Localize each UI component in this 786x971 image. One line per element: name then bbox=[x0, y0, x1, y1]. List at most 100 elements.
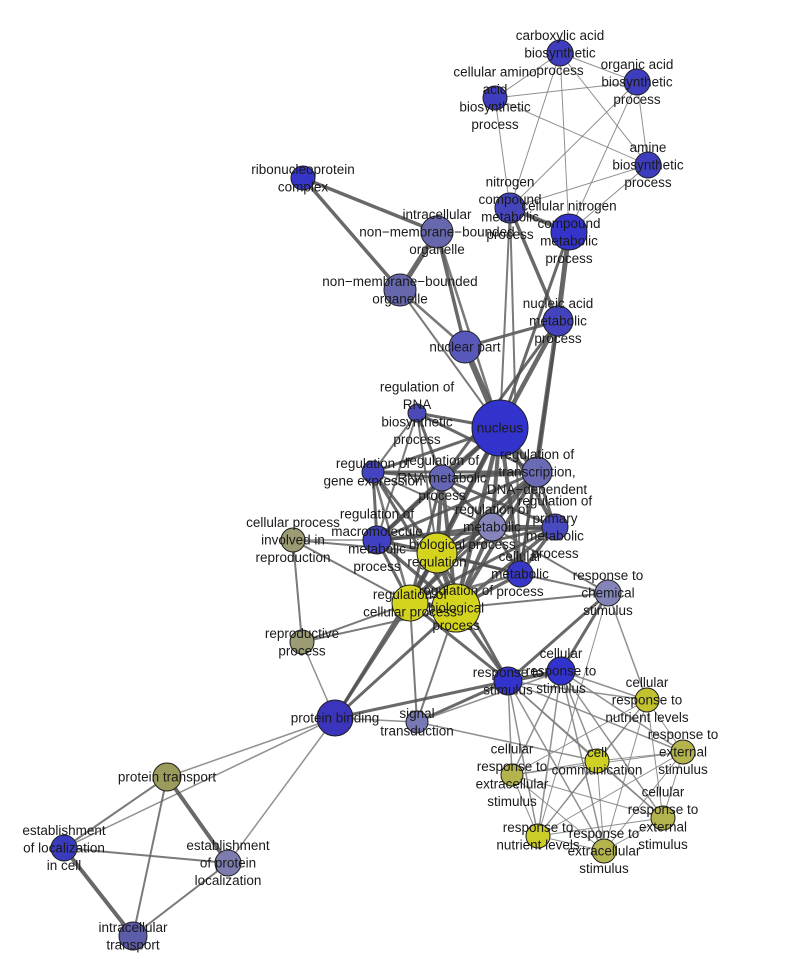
edge-crstim-rextc bbox=[560, 670, 605, 852]
edge-rchem-crstim bbox=[559, 591, 610, 673]
node-label-rrnam: regulation of RNA metabolic process bbox=[397, 453, 487, 503]
node-label-ncomp: nitrogen compound metabolic process bbox=[478, 174, 541, 242]
edge-ncomp-nacid bbox=[508, 206, 560, 323]
edge-rstim-rnl bbox=[507, 680, 539, 837]
edge-rchem-rstim bbox=[506, 591, 610, 683]
edge-rstim-pbind bbox=[333, 679, 510, 720]
node-label-oacid: organic acid biosynthetic process bbox=[601, 57, 674, 107]
edge-rbio-repro bbox=[301, 607, 457, 643]
node-ncomp[interactable] bbox=[494, 192, 526, 224]
edge-rbio-pbind bbox=[333, 606, 458, 720]
edge-rcell-rstim bbox=[408, 601, 510, 683]
node-epl[interactable] bbox=[214, 849, 242, 877]
edge-pbind-elic bbox=[63, 717, 336, 849]
node-npart[interactable] bbox=[448, 330, 482, 364]
node-crnl[interactable] bbox=[634, 687, 660, 713]
node-label-nmbo: non−membrane−bounded organelle bbox=[322, 274, 477, 307]
node-nmbo[interactable] bbox=[383, 273, 417, 307]
node-itrans[interactable] bbox=[118, 921, 148, 951]
node-rprim[interactable] bbox=[541, 513, 569, 541]
edge-rgene-rmet bbox=[372, 471, 493, 528]
node-carbox[interactable] bbox=[546, 39, 574, 67]
node-rgene[interactable] bbox=[361, 460, 385, 484]
node-pbind[interactable] bbox=[316, 699, 354, 737]
node-rstim[interactable] bbox=[493, 666, 523, 696]
node-cpir[interactable] bbox=[280, 527, 306, 553]
node-ccomm[interactable] bbox=[584, 748, 610, 774]
edge-rtdna-rmacro bbox=[375, 470, 539, 542]
node-rmet[interactable] bbox=[477, 512, 507, 542]
edge-crext-crextc bbox=[511, 774, 664, 819]
edge-crnl-crext bbox=[646, 699, 664, 819]
edge-carbox-amine bbox=[559, 52, 649, 166]
edge-rchem-rnl bbox=[537, 592, 609, 837]
edge-crstim-rnl bbox=[537, 670, 562, 837]
node-sigt[interactable] bbox=[405, 710, 429, 734]
node-label-ccomm: cell communication bbox=[552, 745, 643, 778]
node-rnl[interactable] bbox=[525, 823, 551, 849]
edge-carbox-ncomp bbox=[509, 52, 561, 209]
node-rrnam[interactable] bbox=[428, 464, 456, 492]
node-label-bioreg: biological regulation bbox=[407, 537, 466, 570]
node-label-rmet: regulation of metabolic process bbox=[455, 502, 530, 552]
edge-ptrans-epl bbox=[165, 775, 230, 865]
edge-ncomp-cmet bbox=[509, 207, 521, 575]
edge-pbind-ptrans bbox=[166, 717, 336, 778]
node-label-inmbo: intracellular non−membrane−bounded organel… bbox=[359, 207, 514, 257]
label-layer: ribonucleoprotein complex carboxylic acid b… bbox=[22, 28, 718, 952]
node-label-rnp: ribonucleoprotein complex bbox=[251, 162, 355, 195]
node-rchem[interactable] bbox=[594, 579, 622, 607]
node-rextc[interactable] bbox=[591, 838, 617, 864]
node-cmet[interactable] bbox=[506, 560, 534, 588]
node-label-npart: nuclear part bbox=[429, 340, 501, 355]
node-label-sigt: signal transduction bbox=[380, 706, 454, 739]
node-label-epl: establishment of protein localization bbox=[186, 838, 270, 888]
node-nacid[interactable] bbox=[542, 305, 574, 337]
edge-rbio-rchem bbox=[455, 592, 609, 609]
node-crstim[interactable] bbox=[546, 656, 576, 686]
edge-rtdna-bioreg bbox=[435, 470, 539, 555]
edge-rcell-cpir bbox=[292, 539, 411, 604]
node-label-rext: response to external stimulus bbox=[648, 727, 719, 777]
node-label-cpir: cellular process involved in reproduction bbox=[246, 515, 340, 565]
node-label-rcell: regulation of cellular process bbox=[363, 587, 457, 620]
node-rtdna[interactable] bbox=[521, 456, 553, 488]
node-rbio[interactable] bbox=[431, 583, 481, 633]
edge-rrnab-bioreg bbox=[416, 412, 438, 554]
node-repro[interactable] bbox=[289, 629, 315, 655]
node-cncomp[interactable] bbox=[550, 213, 588, 251]
node-amine[interactable] bbox=[634, 151, 662, 179]
edge-rrnam-rprim bbox=[440, 476, 557, 529]
edge-rnp-nmbo bbox=[301, 176, 402, 292]
edge-crstim-crext bbox=[560, 670, 664, 819]
node-elic[interactable] bbox=[50, 834, 78, 862]
edge-rcell-pbind bbox=[333, 601, 412, 720]
edge-rstim-sigt bbox=[415, 679, 510, 724]
node-bioreg[interactable] bbox=[416, 532, 458, 574]
node-rnp[interactable] bbox=[290, 165, 316, 191]
edge-camino-amine bbox=[494, 97, 649, 166]
edge-crstim-rext bbox=[560, 670, 684, 753]
node-label-crstim: cellular response to stimulus bbox=[526, 646, 597, 696]
node-rmacro[interactable] bbox=[362, 525, 392, 555]
node-ptrans[interactable] bbox=[152, 762, 182, 792]
edge-cmet-rchem bbox=[519, 573, 609, 594]
edge-rstim-rext bbox=[507, 680, 684, 753]
edge-pbind-epl bbox=[227, 717, 336, 864]
node-rext[interactable] bbox=[670, 739, 696, 765]
node-label-rprim: regulation of primary metabolic process bbox=[518, 493, 593, 561]
node-nucleus[interactable] bbox=[471, 399, 529, 457]
node-crextc[interactable] bbox=[500, 763, 524, 787]
node-rcell[interactable] bbox=[391, 584, 429, 622]
node-label-rrnab: regulation of RNA biosynthetic process bbox=[380, 379, 455, 447]
node-oacid[interactable] bbox=[623, 68, 651, 96]
node-inmbo[interactable] bbox=[420, 215, 454, 249]
edge-crstim-sigt bbox=[416, 670, 562, 723]
edge-crstim-crextc bbox=[511, 670, 562, 776]
node-camino[interactable] bbox=[482, 85, 508, 111]
edge-rext-rextc bbox=[603, 751, 684, 852]
node-crext[interactable] bbox=[650, 805, 676, 831]
node-label-camino: cellular amino acid biosynthetic process bbox=[453, 64, 536, 132]
edge-camino-oacid bbox=[494, 81, 638, 99]
node-rrnab[interactable] bbox=[407, 403, 427, 423]
